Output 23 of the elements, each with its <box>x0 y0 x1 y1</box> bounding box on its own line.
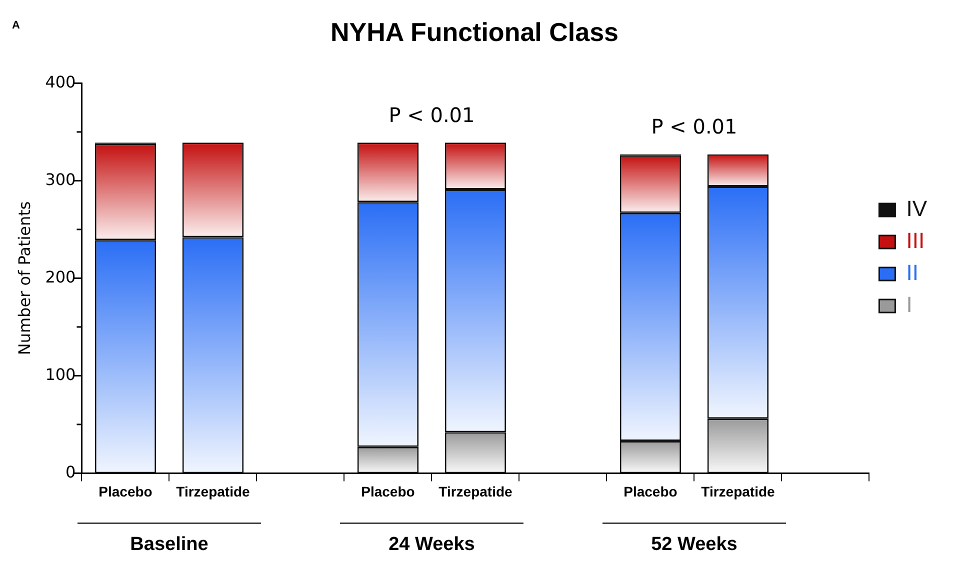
text: 52 Weeks <box>651 534 738 555</box>
annotation: P < 0.01 <box>651 114 738 139</box>
legend-label: II <box>906 260 918 286</box>
legend-label: I <box>906 292 912 318</box>
x-tick-label: Placebo <box>361 483 415 500</box>
annotation: P < 0.01 <box>388 102 475 127</box>
y-tick-label: 0 <box>66 462 76 482</box>
y-axis-title: Number of Patients <box>14 201 34 356</box>
legend-label: IV <box>906 196 928 222</box>
y-tick-label: 200 <box>45 267 76 286</box>
y-tick-label: 100 <box>45 364 76 384</box>
legend-label: III <box>906 228 925 254</box>
y-tick-label: 400 <box>45 72 76 92</box>
x-tick-label: Tirzepatide <box>701 483 776 500</box>
text: 24 Weeks <box>388 534 475 555</box>
chart-title: NYHA Functional Class <box>330 16 618 47</box>
x-tick-label: Placebo <box>624 483 678 500</box>
y-tick-label: 300 <box>45 170 76 189</box>
x-tick-label: Tirzepatide <box>176 483 250 500</box>
text: Baseline <box>130 534 208 555</box>
x-tick-label: Placebo <box>98 483 152 500</box>
x-tick-label: Tirzepatide <box>438 483 513 500</box>
text: A <box>12 20 20 32</box>
